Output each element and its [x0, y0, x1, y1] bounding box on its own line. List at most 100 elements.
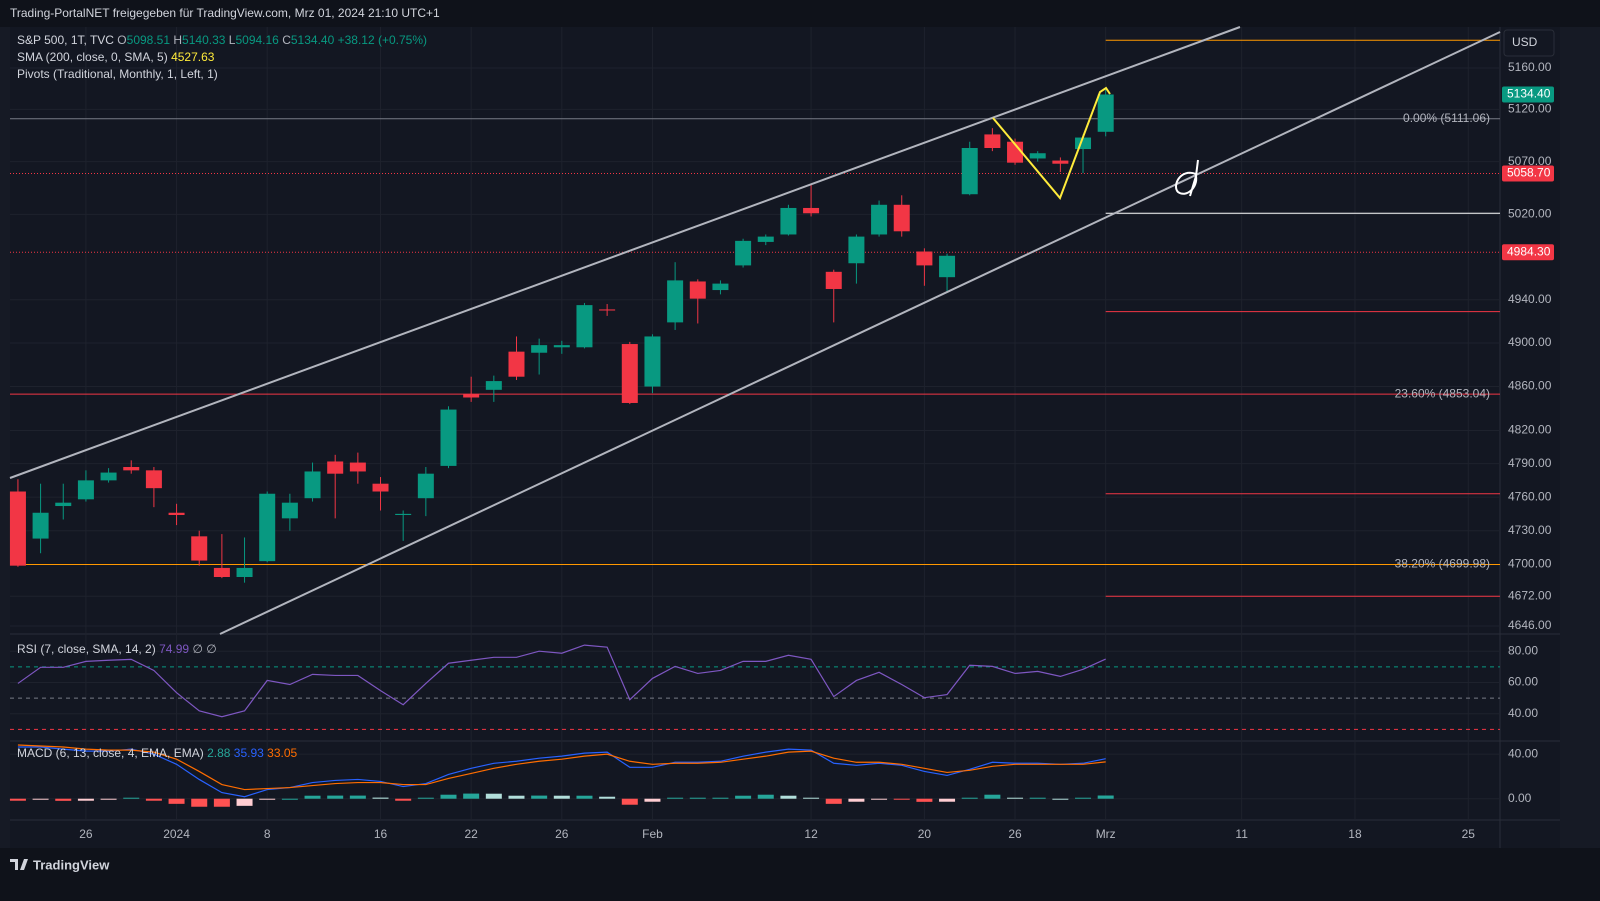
- macd-value: 35.93: [234, 746, 264, 760]
- histogram-bar: [77, 798, 94, 801]
- histogram-bar: [1029, 797, 1046, 799]
- x-tick-label: 26: [1008, 827, 1022, 841]
- candle-body: [1007, 141, 1024, 163]
- histogram-bar: [32, 798, 49, 800]
- price-label-box: [1502, 86, 1554, 103]
- histogram-bar: [1097, 795, 1114, 799]
- histogram-bar: [757, 794, 774, 799]
- histogram-bar: [803, 797, 820, 799]
- price-label: 5058.70: [1507, 166, 1551, 180]
- histogram-bar: [644, 798, 661, 802]
- x-tick-label: 16: [374, 827, 388, 841]
- histogram-bar: [961, 797, 978, 799]
- histogram-bar: [485, 793, 502, 799]
- ohlc-value: 5134.40: [291, 33, 335, 47]
- candle-body: [667, 280, 684, 323]
- candle-body: [304, 471, 321, 499]
- footer-bar: [0, 848, 1600, 901]
- candle-body: [1029, 153, 1046, 159]
- histogram-bar: [871, 798, 888, 800]
- pivots-legend: Pivots (Traditional, Monthly, 1, Left, 1…: [17, 67, 218, 81]
- histogram-bar: [349, 795, 366, 799]
- y-tick-label: 4820.00: [1508, 423, 1552, 437]
- rsi-line: [17, 644, 1106, 718]
- x-tick-label: 20: [918, 827, 932, 841]
- price-label: 4984.30: [1507, 244, 1551, 258]
- candle-body: [553, 345, 570, 348]
- y-tick-label: 4646.00: [1508, 618, 1552, 632]
- rsi-extra: ∅ ∅: [192, 642, 216, 656]
- candle-body: [803, 207, 820, 214]
- candle-body: [191, 536, 208, 561]
- symbol: S&P 500, 1T, TVC: [17, 33, 114, 47]
- channel-upper: [9, 26, 1241, 479]
- candle-body: [871, 204, 888, 235]
- candle-body: [440, 409, 457, 466]
- header-text: Trading-PortalNET freigegeben für Tradin…: [10, 6, 440, 20]
- hist-value: 2.88: [207, 746, 231, 760]
- candle-body: [281, 502, 298, 519]
- candle-body: [485, 381, 502, 390]
- candle-body: [32, 512, 49, 539]
- candle-body: [599, 309, 616, 311]
- histogram-bar: [440, 794, 457, 799]
- candle-body: [780, 207, 797, 235]
- histogram-bar: [939, 798, 956, 802]
- candle-body: [757, 236, 774, 242]
- fib-label: 38.20% (4699.98): [1395, 557, 1490, 571]
- candle-body: [395, 513, 412, 515]
- candle-body: [100, 472, 117, 481]
- histogram-bar: [1052, 798, 1069, 800]
- histogram-bar: [689, 797, 706, 799]
- plot-layer: 4646.00 4672.00 4700.00 4730.00 4760.00 4790.…: [9, 27, 1554, 841]
- histogram-bar: [213, 798, 230, 807]
- histogram-bar: [259, 798, 276, 800]
- y-tick-label: 4760.00: [1508, 489, 1552, 503]
- rsi-value: 74.99: [159, 642, 189, 656]
- y-tick-label: 5070.00: [1508, 154, 1552, 168]
- y-tick-label: 5160.00: [1508, 60, 1552, 74]
- candle-body: [145, 470, 162, 489]
- candle-body: [259, 493, 276, 562]
- candle-body: [1097, 94, 1114, 132]
- candle-body: [916, 251, 933, 266]
- currency-button[interactable]: [1503, 29, 1555, 57]
- candle-body: [1052, 160, 1069, 164]
- histogram-bar: [667, 797, 684, 799]
- y-tick-label: 4672.00: [1508, 588, 1552, 602]
- histogram-bar: [281, 798, 298, 800]
- candle-body: [77, 480, 94, 500]
- freehand-drawing: [1175, 159, 1199, 197]
- ohlc-key: O: [117, 33, 126, 47]
- histogram-bar: [123, 797, 140, 799]
- histogram-bar: [893, 798, 910, 800]
- histogram-bar: [1075, 797, 1092, 799]
- ohlc-value: 5094.16: [235, 33, 279, 47]
- candle-body: [961, 148, 978, 195]
- fib-label: 0.00% (5111.06): [1403, 111, 1490, 125]
- histogram-bar: [916, 798, 933, 802]
- candle-body: [621, 344, 638, 403]
- histogram-bar: [984, 794, 1001, 799]
- fib-label: 23.60% (4853.04): [1395, 386, 1490, 400]
- candle-body: [372, 483, 389, 492]
- y-tick-label: 5120.00: [1508, 102, 1552, 116]
- histogram-bar: [9, 798, 26, 801]
- macd-line: [17, 744, 1106, 791]
- histogram-bar: [304, 795, 321, 799]
- histogram-bar: [168, 798, 185, 804]
- histogram-bar: [236, 798, 253, 806]
- x-tick-label: Feb: [642, 827, 663, 841]
- currency[interactable]: USD: [1512, 35, 1538, 49]
- histogram-bar: [372, 797, 389, 799]
- histogram-bar: [780, 795, 797, 799]
- histogram-bar: [55, 798, 72, 801]
- x-tick-label: 11: [1235, 827, 1248, 841]
- y-tick-label: 4730.00: [1508, 523, 1552, 537]
- ohlc-key: H: [173, 33, 182, 47]
- sma-value: 4527.63: [171, 50, 215, 64]
- candle-body: [417, 473, 434, 499]
- histogram-bar: [327, 795, 344, 799]
- histogram-bar: [712, 797, 729, 799]
